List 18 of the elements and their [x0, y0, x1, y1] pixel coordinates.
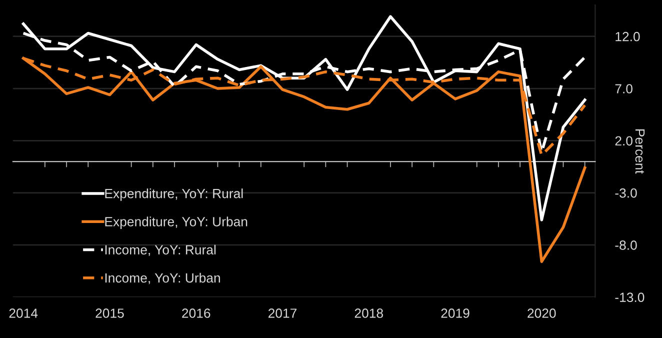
y-tick-label: 12.0: [616, 32, 640, 42]
x-tick-label: 2018: [354, 308, 383, 318]
legend-label: Expenditure, YoY: Rural: [105, 188, 243, 201]
x-tick-label: 2015: [96, 308, 124, 318]
y-tick-label: -3.0: [615, 188, 637, 198]
x-tick-label: 2019: [441, 308, 470, 318]
x-tick-label: 2016: [182, 308, 210, 318]
legend-label: Income, YoY: Urban: [105, 272, 220, 284]
y-tick-label: -13.0: [615, 292, 644, 302]
legend-label: Income, YoY: Rural: [105, 244, 216, 256]
y-tick-label: 2.0: [615, 136, 632, 146]
y-axis-title: Percent: [635, 129, 645, 174]
y-tick-label: 7.0: [615, 84, 632, 94]
x-tick-label: 2017: [268, 308, 297, 318]
x-tick-label: 2014: [9, 308, 38, 318]
legend-label: Expenditure, YoY: Urban: [105, 216, 248, 229]
x-tick-label: 2020: [528, 308, 556, 318]
y-tick-label: -8.0: [615, 240, 637, 250]
